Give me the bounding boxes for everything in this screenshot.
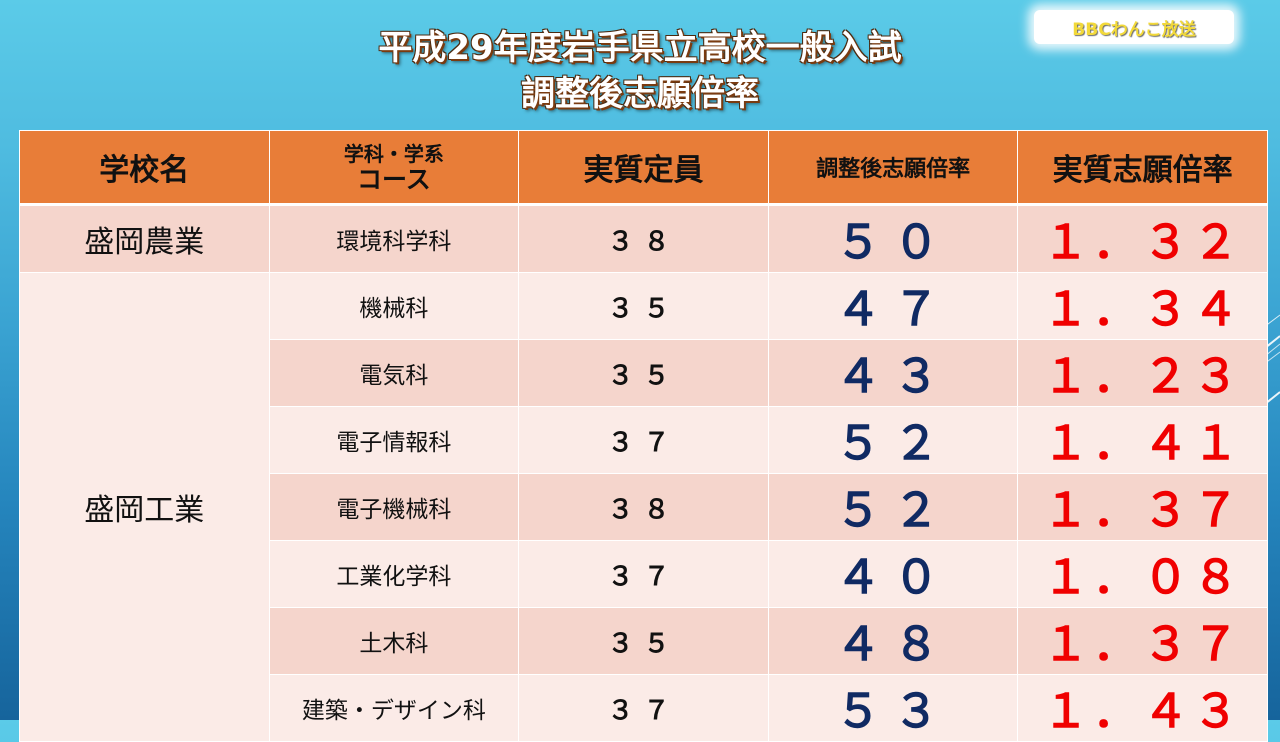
ratio-value: １．４３ [1017,674,1268,742]
table-row: 電子機械科 ３８ ５２ １．３７ [20,473,1268,541]
header-course-line1: 学科・学系 [343,142,444,166]
ratio-value: １．３２ [1017,204,1268,273]
page-subtitle: 調整後志願倍率 [521,74,759,114]
applicants-value: ４０ [767,540,1019,608]
capacity-value: ３５ [518,607,769,675]
course-name: 工業化学科 [268,540,520,608]
capacity-value: ３５ [518,339,769,407]
course-name: 電子機械科 [268,473,520,541]
table-row: 盛岡農業 環境科学科 ３８ ５０ １．３２ [19,204,1268,273]
ratio-value: １．３４ [1017,272,1268,340]
ratio-value: １．２３ [1017,339,1268,407]
capacity-value: ３５ [518,272,769,340]
table-row: 工業化学科 ３７ ４０ １．０８ [20,540,1268,608]
ratio-value: １．４１ [1017,406,1268,474]
applicants-value: ５０ [767,204,1019,273]
course-name: 機械科 [268,272,520,340]
applicants-value: ４７ [767,272,1019,340]
capacity-value: ３８ [518,204,769,273]
brand-badge: BBCわんこ放送 [1034,10,1234,44]
ratio-value: １．３７ [1017,607,1268,675]
table-row: 建築・デザイン科 ３７ ５３ １．４３ [20,674,1268,742]
table-row: 電子情報科 ３７ ５２ １．４１ [20,406,1268,474]
header-capacity: 実質定員 [518,130,769,206]
course-name: 電気科 [268,339,520,407]
brand-label: BBCわんこ放送 [1072,19,1196,40]
school-name: 盛岡工業 [19,272,270,742]
capacity-value: ３７ [518,540,769,608]
course-name: 土木科 [268,607,520,675]
capacity-value: ３７ [518,674,769,742]
applicants-value: ４３ [767,339,1019,407]
applicants-value: ５２ [767,406,1019,474]
ratio-value: １．０８ [1017,540,1268,608]
capacity-value: ３７ [518,406,769,474]
header-course-line2: コース [357,165,431,194]
header-adjusted-ratio: 調整後志願倍率 [767,130,1019,206]
header-actual-ratio: 実質志願倍率 [1017,130,1268,206]
table-row: 電気科 ３５ ４３ １．２３ [20,339,1268,407]
course-name: 環境科学科 [268,204,520,273]
ratio-value: １．３７ [1017,473,1268,541]
applicants-value: ５２ [767,473,1019,541]
course-name: 電子情報科 [268,406,520,474]
applicants-value: ５３ [767,674,1019,742]
table-row: 盛岡工業 機械科 ３５ ４７ １．３４ [19,272,1268,742]
header-school: 学校名 [19,130,270,206]
capacity-value: ３８ [518,473,769,541]
school-name: 盛岡農業 [19,204,270,273]
ratio-table: 学校名 学科・学系 コース 実質定員 調整後志願倍率 実質志願倍率 盛岡農業 環… [19,130,1268,742]
header-course: 学科・学系 コース [268,130,520,206]
page-title: 平成29年度岩手県立高校一般入試 [378,28,902,68]
table-header-row: 学校名 学科・学系 コース 実質定員 調整後志願倍率 実質志願倍率 [19,130,1268,206]
course-name: 建築・デザイン科 [268,674,520,742]
applicants-value: ４８ [767,607,1019,675]
table-row: 土木科 ３５ ４８ １．３７ [20,607,1268,675]
